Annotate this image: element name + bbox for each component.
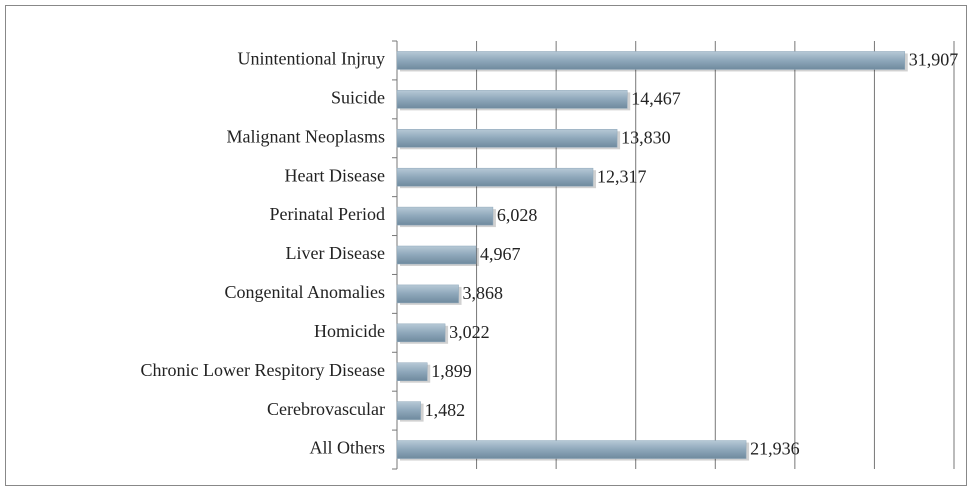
category-label: All Others xyxy=(310,438,386,458)
value-label: 3,022 xyxy=(449,322,490,342)
category-label: Malignant Neoplasms xyxy=(227,126,385,146)
category-label: Congenital Anomalies xyxy=(225,282,385,302)
category-label: Homicide xyxy=(314,321,385,341)
bar xyxy=(396,284,459,304)
value-label: 21,936 xyxy=(750,439,800,459)
category-label: Suicide xyxy=(331,87,385,107)
category-label: Chronic Lower Respitory Disease xyxy=(141,360,385,380)
value-label: 6,028 xyxy=(497,205,537,225)
bar xyxy=(396,323,446,343)
bar xyxy=(396,206,494,226)
category-label: Liver Disease xyxy=(286,243,385,263)
bar xyxy=(396,167,594,187)
value-label: 12,317 xyxy=(597,166,647,186)
value-label: 4,967 xyxy=(480,244,521,264)
bar xyxy=(396,90,628,109)
category-label: Heart Disease xyxy=(285,165,385,185)
bar xyxy=(396,440,747,459)
bar xyxy=(396,401,421,420)
value-label: 1,899 xyxy=(431,361,472,381)
value-label: 14,467 xyxy=(631,88,681,108)
category-label: Cerebrovascular xyxy=(267,399,385,419)
category-label: Unintentional Injruy xyxy=(238,49,385,69)
value-label: 31,907 xyxy=(909,50,959,70)
value-label: 13,830 xyxy=(621,127,671,147)
chart-border xyxy=(5,5,967,486)
bar xyxy=(396,245,477,265)
value-label: 1,482 xyxy=(425,400,466,420)
bar xyxy=(396,51,906,70)
value-label: 3,868 xyxy=(463,283,504,303)
bar xyxy=(396,362,428,381)
bar xyxy=(396,129,618,148)
category-label: Perinatal Period xyxy=(270,204,385,224)
